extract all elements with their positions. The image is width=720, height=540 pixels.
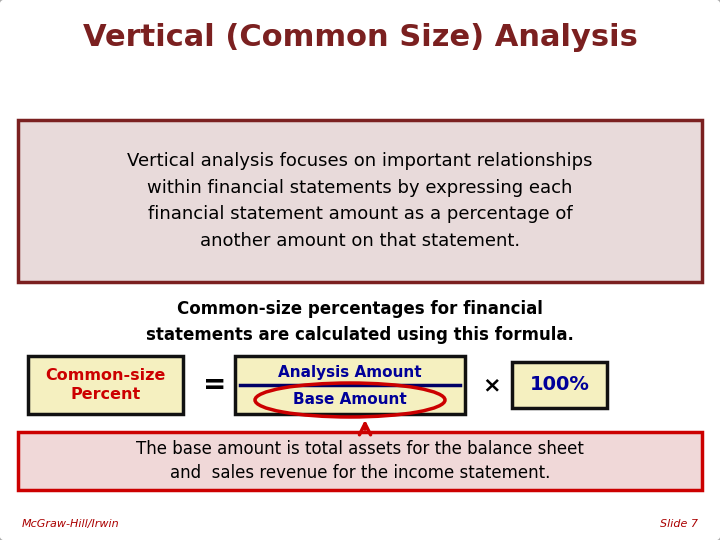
Text: Common-size percentages for financial
statements are calculated using this formu: Common-size percentages for financial st…	[146, 300, 574, 343]
Text: ×: ×	[482, 375, 501, 395]
Text: The base amount is total assets for the balance sheet
and  sales revenue for the: The base amount is total assets for the …	[136, 440, 584, 483]
Text: =: =	[203, 371, 227, 399]
Text: Common-size
Percent: Common-size Percent	[45, 368, 166, 402]
FancyBboxPatch shape	[512, 362, 607, 408]
Text: Slide 7: Slide 7	[660, 519, 698, 529]
FancyBboxPatch shape	[28, 356, 183, 414]
Text: 100%: 100%	[530, 375, 590, 395]
FancyBboxPatch shape	[18, 120, 702, 282]
Text: Vertical analysis focuses on important relationships
within financial statements: Vertical analysis focuses on important r…	[127, 152, 593, 249]
FancyBboxPatch shape	[18, 432, 702, 490]
Text: Vertical (Common Size) Analysis: Vertical (Common Size) Analysis	[83, 23, 637, 51]
Text: McGraw-Hill/Irwin: McGraw-Hill/Irwin	[22, 519, 120, 529]
FancyBboxPatch shape	[235, 356, 465, 414]
Text: Base Amount: Base Amount	[293, 393, 407, 408]
Text: Analysis Amount: Analysis Amount	[278, 364, 422, 380]
